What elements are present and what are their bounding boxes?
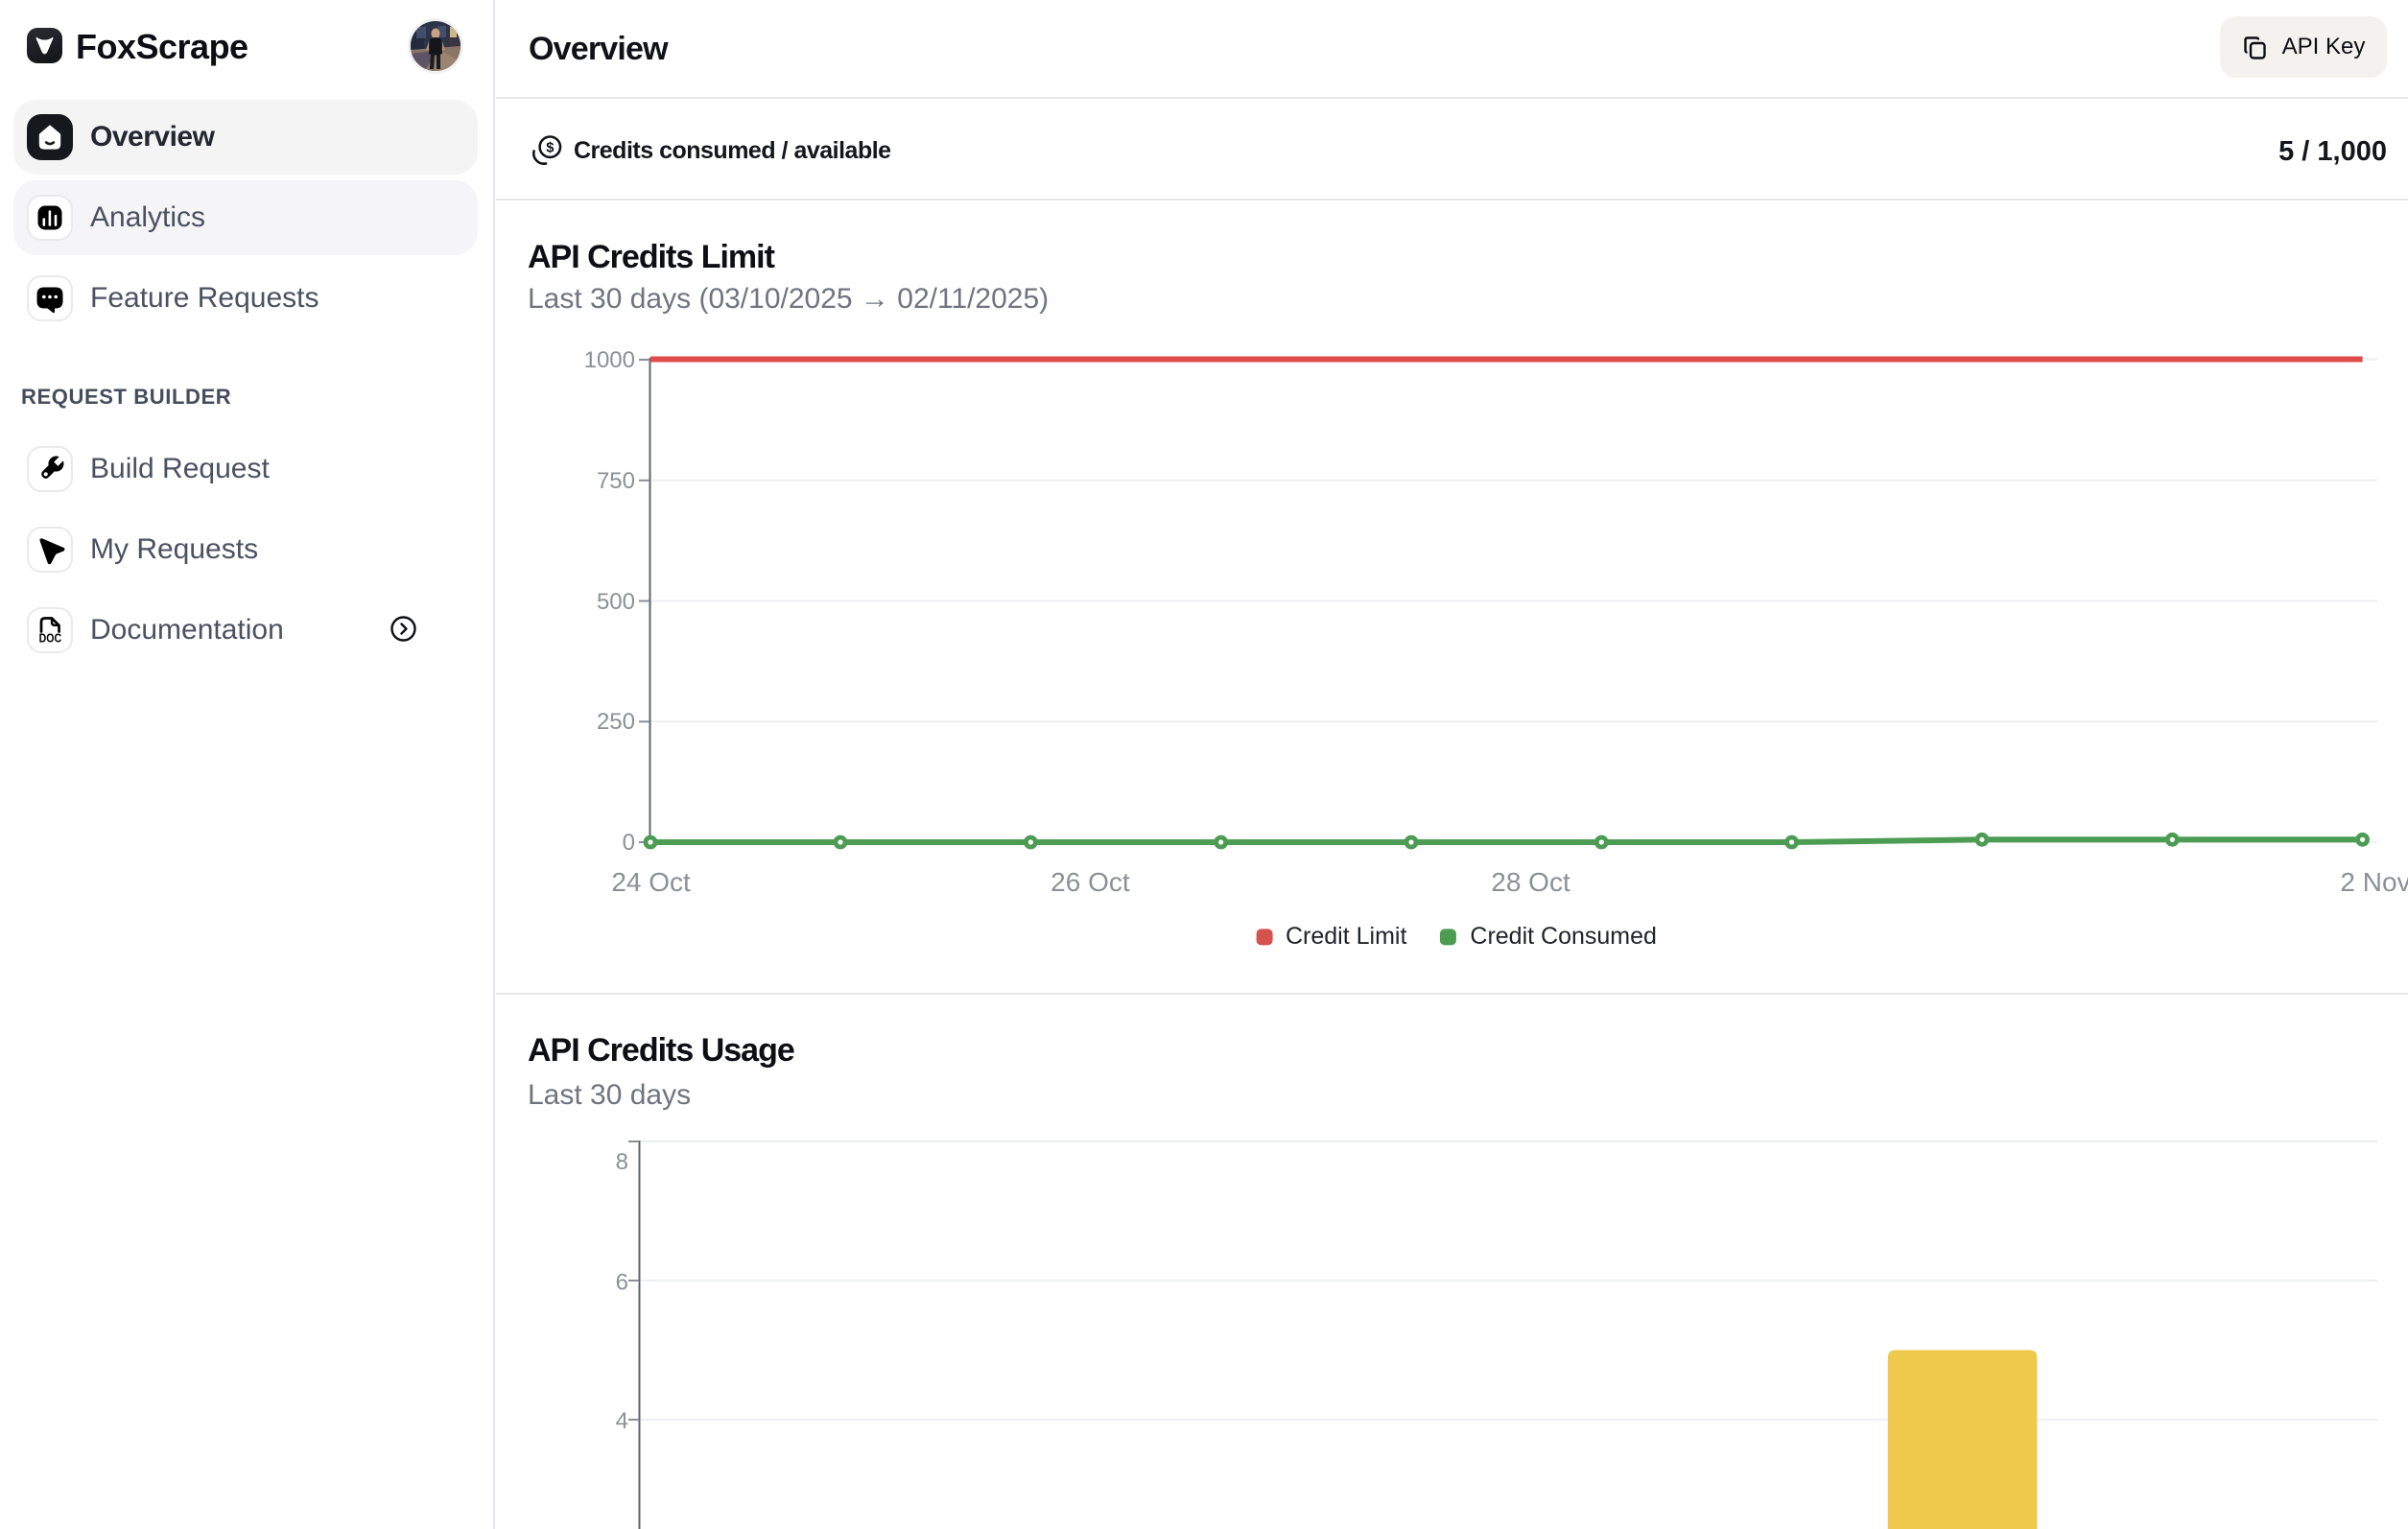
svg-text:6: 6	[616, 1269, 628, 1295]
svg-text:DOC: DOC	[39, 632, 62, 646]
svg-text:250: 250	[597, 709, 635, 735]
svg-text:4: 4	[616, 1408, 628, 1434]
svg-text:24 Oct: 24 Oct	[611, 867, 691, 897]
svg-text:Credit Limit: Credit Limit	[1286, 923, 1406, 950]
svg-text:2 Nov: 2 Nov	[2340, 867, 2408, 897]
svg-text:500: 500	[597, 589, 635, 615]
svg-text:1000: 1000	[584, 347, 635, 373]
svg-text:8: 8	[616, 1149, 628, 1175]
svg-text:26 Oct: 26 Oct	[1051, 867, 1130, 897]
svg-text:28 Oct: 28 Oct	[1491, 867, 1570, 897]
svg-text:0: 0	[623, 830, 635, 856]
svg-text:750: 750	[597, 468, 635, 494]
svg-text:$: $	[546, 140, 554, 155]
svg-text:Credit Consumed: Credit Consumed	[1470, 923, 1657, 950]
